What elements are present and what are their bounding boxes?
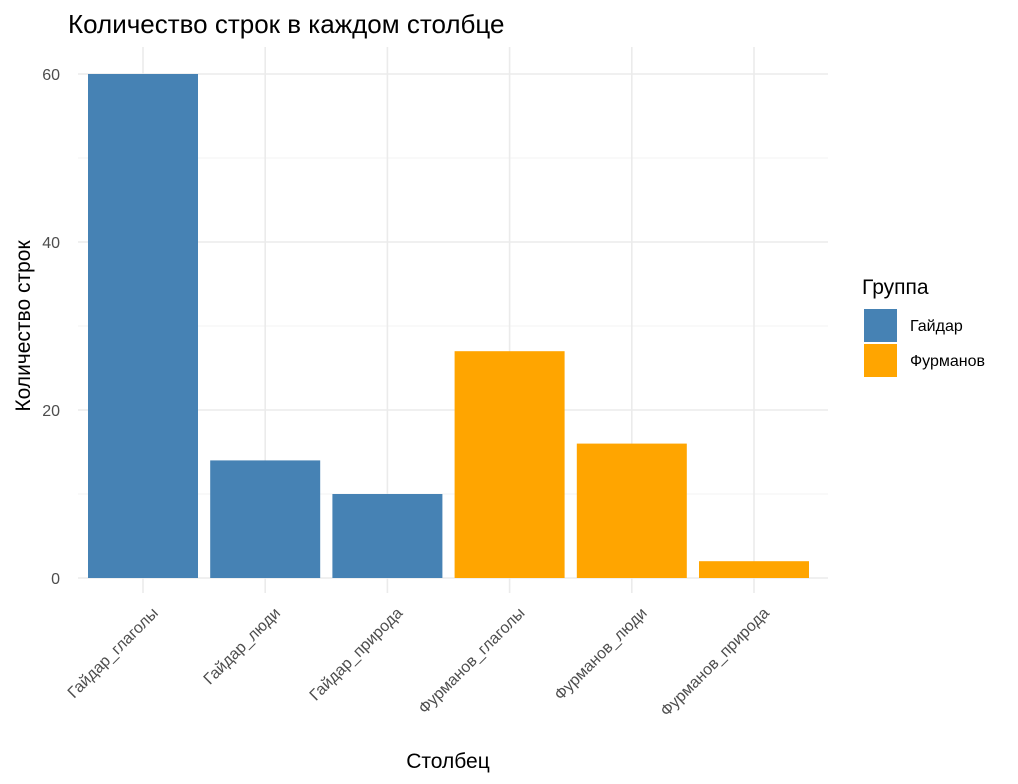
y-tick-label: 0 xyxy=(51,571,60,588)
bars xyxy=(88,74,809,578)
bar-6 xyxy=(699,561,809,578)
bar-5 xyxy=(576,443,687,578)
legend-key-2 xyxy=(864,344,897,377)
x-tick-label: Гайдар_глаголы xyxy=(65,605,162,702)
bar-3 xyxy=(332,494,443,578)
bar-2 xyxy=(210,460,321,578)
bar-1 xyxy=(88,74,198,578)
legend-key-1 xyxy=(864,309,897,342)
y-tick-label: 60 xyxy=(42,67,60,84)
x-tick-label: Гайдар_люди xyxy=(201,605,284,688)
legend: Группа Гайдар Фурманов xyxy=(862,276,985,377)
x-tick-label: Гайдар_природа xyxy=(307,605,407,705)
chart-title: Количество строк в каждом столбце xyxy=(68,9,504,39)
x-axis-title: Столбец xyxy=(406,750,490,773)
x-tick-label: Фурманов_люди xyxy=(552,605,651,704)
bar-4 xyxy=(454,351,565,578)
y-tick-label: 40 xyxy=(42,235,60,252)
legend-title: Группа xyxy=(862,276,929,299)
x-tick-label: Фурманов_природа xyxy=(658,605,773,720)
x-tick-label: Фурманов_глаголы xyxy=(416,605,529,718)
x-axis-ticks: Гайдар_глаголы Гайдар_люди Гайдар_природа Ф… xyxy=(65,605,773,720)
y-axis-title: Количество строк xyxy=(12,240,35,412)
y-axis-ticks: 0 20 40 60 xyxy=(42,67,60,588)
y-tick-label: 20 xyxy=(42,403,60,420)
legend-label-2: Фурманов xyxy=(910,353,985,370)
legend-label-1: Гайдар xyxy=(910,318,963,335)
